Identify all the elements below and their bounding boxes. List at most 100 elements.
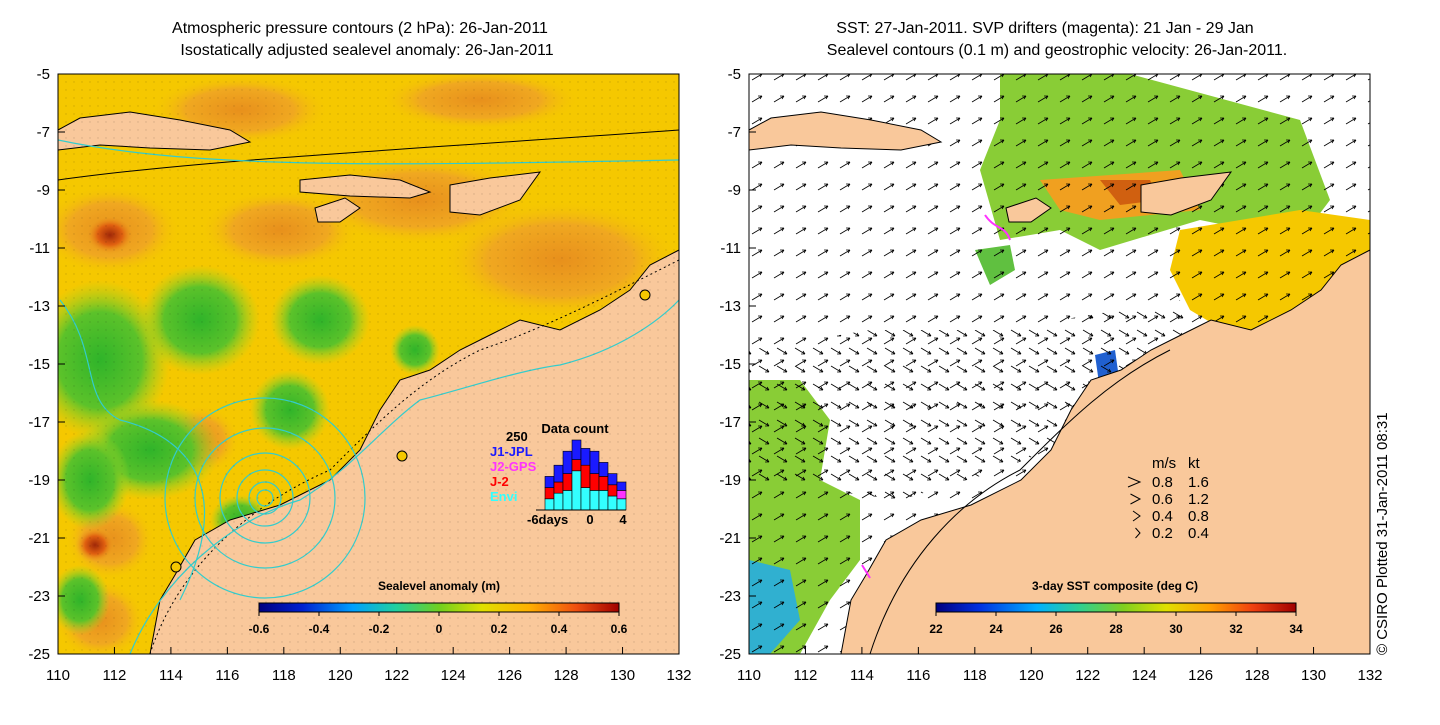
speed-legend-kt: 0.8	[1188, 508, 1209, 525]
right-x-tick-label: 128	[1245, 667, 1270, 684]
data-count-bar-envi	[544, 498, 555, 511]
right-y-tick-label: -5	[728, 66, 741, 83]
data-count-bar-j1	[616, 481, 627, 491]
australia-land	[840, 249, 1370, 654]
left-x-tick-label: 114	[159, 667, 183, 684]
right-y-tick-label: -11	[720, 240, 741, 257]
geostrophic-velocity-arrows-dense	[749, 300, 1200, 500]
left-map	[58, 74, 679, 654]
svp-drifter-track	[861, 564, 871, 579]
data-count-bar-envi	[589, 490, 600, 511]
left-x-tick-label: 128	[554, 667, 579, 684]
data-count-label-start: -6days	[527, 512, 568, 527]
right-title-line2: Sealevel contours (0.1 m) and geostrophi…	[827, 42, 1287, 59]
sla-colorbar-label: 0.2	[491, 622, 508, 636]
data-count-bar-j1	[553, 464, 564, 483]
left-x-tick-label: 122	[384, 667, 409, 684]
speed-legend-kt: 1.6	[1188, 474, 1209, 491]
left-y-tick-label: -19	[28, 472, 50, 489]
sla-colorbar-gradient	[258, 602, 620, 613]
credit-text: © CSIRO Plotted 31-Jan-2011 08:31	[1374, 412, 1391, 655]
sst-colorbar-label: 22	[929, 622, 943, 636]
sst-colorbar: 3-day SST composite (deg C) 22 24 26 28 30 32…	[929, 579, 1303, 636]
speed-legend-header-kt: kt	[1188, 455, 1201, 472]
data-count-bar-j1	[598, 462, 609, 477]
left-y-tick-label: -7	[37, 124, 50, 141]
timor-island	[1140, 171, 1233, 216]
sla-colorbar-label: -0.4	[309, 622, 330, 636]
left-y-axis: -5 -7 -9 -11 -13 -15 -17 -19 -21 -23 -25	[28, 66, 65, 663]
data-count-bar-j1	[607, 473, 618, 486]
sst-colorbar-labels: 22 24 26 28 30 32 34	[929, 612, 1303, 636]
left-x-tick-label: 130	[610, 667, 635, 684]
speed-legend-ms: 0.6	[1152, 491, 1173, 508]
data-count-bar-envi	[562, 490, 573, 511]
data-count-bar-j1	[589, 450, 600, 474]
speed-legend-ms: 0.4	[1152, 508, 1173, 525]
sumba-island	[1005, 197, 1052, 223]
left-y-tick-label: -23	[28, 588, 50, 605]
data-count-legend-j2-gps: J2-GPS	[490, 459, 537, 474]
left-x-tick-label: 124	[441, 667, 466, 684]
data-count-bar-envi	[580, 487, 591, 511]
right-y-tick-label: -15	[719, 356, 741, 373]
right-x-tick-label: 130	[1301, 667, 1326, 684]
left-y-tick-label: -17	[28, 414, 50, 431]
right-x-tick-label: 124	[1132, 667, 1157, 684]
left-x-tick-label: 112	[102, 667, 126, 684]
sla-colorbar-label: 0.4	[551, 622, 568, 636]
speed-legend-arrow	[1132, 510, 1141, 522]
right-x-tick-label: 118	[963, 667, 987, 684]
left-y-tick-label: -13	[28, 298, 50, 315]
data-count-bar-envi	[553, 492, 564, 511]
right-y-tick-label: -13	[719, 298, 741, 315]
data-count-bar-envi	[571, 470, 582, 511]
sla-colorbar: Sealevel anomaly (m) -0.6 -0.4 -0.2 0 0.2 0.4…	[249, 579, 628, 636]
sst-colorbar-gradient	[935, 602, 1297, 613]
left-x-axis: 110 112 114 116 118 120 122 124 126 128 130 132	[46, 647, 692, 684]
left-y-tick-label: -15	[28, 356, 50, 373]
left-y-tick-label: -9	[37, 182, 50, 199]
left-x-tick-label: 110	[46, 667, 70, 684]
speed-legend-arrow	[1135, 527, 1141, 539]
java-island	[749, 111, 943, 151]
data-count-title: Data count	[541, 421, 609, 436]
speed-legend-kt: 0.4	[1188, 525, 1209, 542]
right-y-tick-label: -21	[719, 530, 741, 547]
data-count-bar-j2gps	[616, 490, 627, 500]
data-count-bar-j2	[607, 484, 618, 497]
data-count-bar-envi	[598, 490, 609, 511]
station-marker	[396, 450, 408, 462]
sla-colorbar-label: 0.6	[611, 622, 628, 636]
sla-colorbar-label: -0.2	[369, 622, 390, 636]
data-count-bar-envi	[616, 498, 627, 511]
data-count-bar-j1	[544, 476, 555, 488]
speed-legend-kt: 1.2	[1188, 491, 1209, 508]
data-count-bar-j2	[589, 473, 600, 491]
station-marker	[170, 561, 182, 573]
speed-legend-rows: 0.8 1.60.6 1.20.4 0.80.2 0.4	[1127, 474, 1209, 542]
data-count-bar-j1	[562, 450, 573, 474]
right-title-line1: SST: 27-Jan-2011. SVP drifters (magenta)…	[836, 20, 1253, 37]
data-count-legend-j-2: J-2	[490, 474, 509, 489]
data-count-bar-j2	[562, 473, 573, 491]
sst-colorbar-label: 30	[1169, 622, 1183, 636]
right-y-tick-label: -17	[719, 414, 741, 431]
sst-colorbar-label: 28	[1109, 622, 1123, 636]
sst-colorbar-label: 34	[1289, 622, 1303, 636]
right-y-tick-label: -19	[719, 472, 741, 489]
right-x-tick-label: 122	[1075, 667, 1100, 684]
data-count-bar-j1	[580, 448, 591, 466]
right-x-axis: 110 112 114 116 118 120 122 124 126 128 130 132	[737, 647, 1383, 684]
left-y-tick-label: -5	[37, 66, 50, 83]
left-x-tick-label: 116	[215, 667, 239, 684]
right-map	[749, 74, 1370, 654]
sla-colorbar-labels: -0.6 -0.4 -0.2 0 0.2 0.4 0.6	[249, 612, 628, 636]
left-title-line1: Atmospheric pressure contours (2 hPa): 2…	[172, 20, 548, 37]
right-x-tick-label: 112	[793, 667, 817, 684]
sst-colorbar-label: 24	[989, 622, 1003, 636]
left-x-tick-label: 120	[328, 667, 353, 684]
